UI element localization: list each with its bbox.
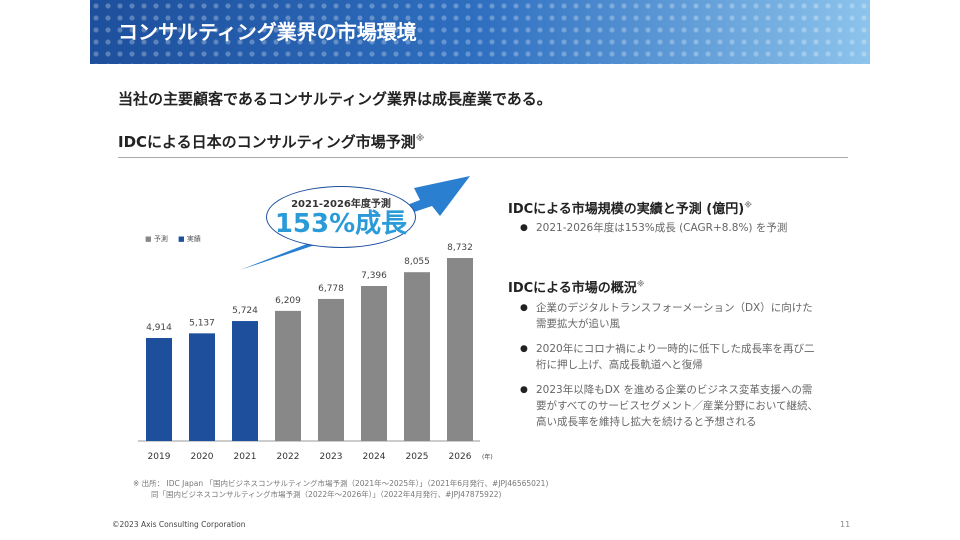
data-label: 6,209 [275, 296, 301, 306]
source-line: 同「国内ビジネスコンサルティング市場予測（2022年～2026年）」（2022年… [151, 490, 502, 499]
bar-2020 [189, 333, 215, 441]
legend-label: 実績 [186, 235, 201, 243]
section-note: ※ [415, 134, 425, 144]
x-tick-label: 2023 [320, 452, 343, 462]
bar-2022 [275, 310, 301, 441]
header-banner: コンサルティング業界の市場環境 [90, 0, 870, 64]
x-tick-label: 2020 [191, 452, 214, 462]
heading-text: IDCによる市場の概況 [508, 281, 637, 296]
bullet: 2020年にコロナ禍により一時的に低下した成長率を再び二桁に押し上げ、高成長軌道… [520, 341, 820, 373]
bar-2019 [146, 338, 172, 441]
x-tick-label: 2019 [148, 452, 171, 462]
bar-2024 [361, 285, 387, 441]
data-label: 8,055 [404, 257, 430, 267]
data-label: 8,732 [447, 243, 473, 253]
data-label: 4,914 [146, 323, 172, 333]
divider [118, 157, 848, 158]
growth-callout: 2021-2026年度予測 153%成長 [266, 186, 416, 248]
callout-line2: 153%成長 [274, 209, 408, 239]
section-title-text: IDCによる日本のコンサルティング市場予測 [118, 133, 416, 151]
bar-2025 [404, 272, 430, 441]
legend-forecast: ■ 予測 [145, 235, 168, 243]
x-tick-label: 2025 [406, 452, 429, 462]
copyright: ©2023 Axis Consulting Corporation [112, 520, 246, 529]
right-heading-1: IDCによる市場規模の実績と予測 (億円)※ [508, 198, 752, 217]
data-label: 5,137 [189, 318, 215, 328]
data-label: 6,778 [318, 284, 344, 294]
lead-text: 当社の主要顧客であるコンサルティング業界は成長産業である。 [118, 90, 552, 108]
page-number: 11 [840, 520, 851, 529]
bullet: 2021-2026年度は153%成長 (CAGR+8.8%) を予測 [520, 220, 820, 236]
data-label: 7,396 [361, 271, 387, 281]
right-heading-2: IDCによる市場の概況※ [508, 277, 645, 296]
bar-2026 [447, 258, 473, 441]
data-label: 5,724 [232, 306, 258, 316]
x-tick-label: 2021 [234, 452, 257, 462]
growth-arrow-icon [240, 176, 470, 270]
heading-note: ※ [744, 200, 752, 210]
page-title: コンサルティング業界の市場環境 [118, 20, 417, 44]
heading-note: ※ [636, 279, 645, 289]
bar-2021 [232, 321, 258, 441]
legend-actual: ■ 実績 [178, 235, 201, 243]
x-tick-label: 2024 [363, 452, 386, 462]
section-title: IDCによる日本のコンサルティング市場予測※ [118, 131, 424, 152]
bar-2023 [318, 298, 344, 441]
x-unit: (年) [482, 453, 493, 461]
bullet: 企業のデジタルトランスフォーメーション（DX）に向けた需要拡大が追い風 [520, 300, 820, 332]
bullet: 2023年以降もDX を進める企業のビジネス変革支援への需要がすべてのサービスセ… [520, 382, 820, 430]
x-tick-label: 2022 [277, 452, 300, 462]
source-note: ※ 出所： IDC Japan 「国内ビジネスコンサルティング市場予測（2021… [133, 478, 548, 500]
x-tick-label: 2026 [449, 452, 472, 462]
legend-label: 予測 [153, 235, 168, 243]
callout-line1: 2021-2026年度予測 [291, 199, 391, 210]
source-line: ※ 出所： IDC Japan 「国内ビジネスコンサルティング市場予測（2021… [133, 479, 549, 488]
heading-text: IDCによる市場規模の実績と予測 (億円) [508, 202, 745, 217]
